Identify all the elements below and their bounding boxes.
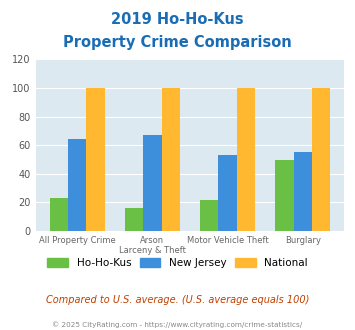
Bar [200, 200, 218, 231]
Bar [162, 88, 180, 231]
Bar [237, 88, 255, 231]
Bar [125, 208, 143, 231]
Bar [218, 155, 237, 231]
Legend: Ho-Ho-Kus, New Jersey, National: Ho-Ho-Kus, New Jersey, National [43, 253, 312, 272]
Bar [294, 152, 312, 231]
Text: 2019 Ho-Ho-Kus: 2019 Ho-Ho-Kus [111, 12, 244, 26]
Text: Property Crime Comparison: Property Crime Comparison [63, 35, 292, 50]
Text: © 2025 CityRating.com - https://www.cityrating.com/crime-statistics/: © 2025 CityRating.com - https://www.city… [53, 322, 302, 328]
Text: Compared to U.S. average. (U.S. average equals 100): Compared to U.S. average. (U.S. average … [46, 295, 309, 305]
Bar [68, 140, 86, 231]
Bar [312, 88, 330, 231]
Bar [143, 135, 162, 231]
Bar [50, 198, 68, 231]
Bar [86, 88, 105, 231]
Bar [275, 159, 294, 231]
